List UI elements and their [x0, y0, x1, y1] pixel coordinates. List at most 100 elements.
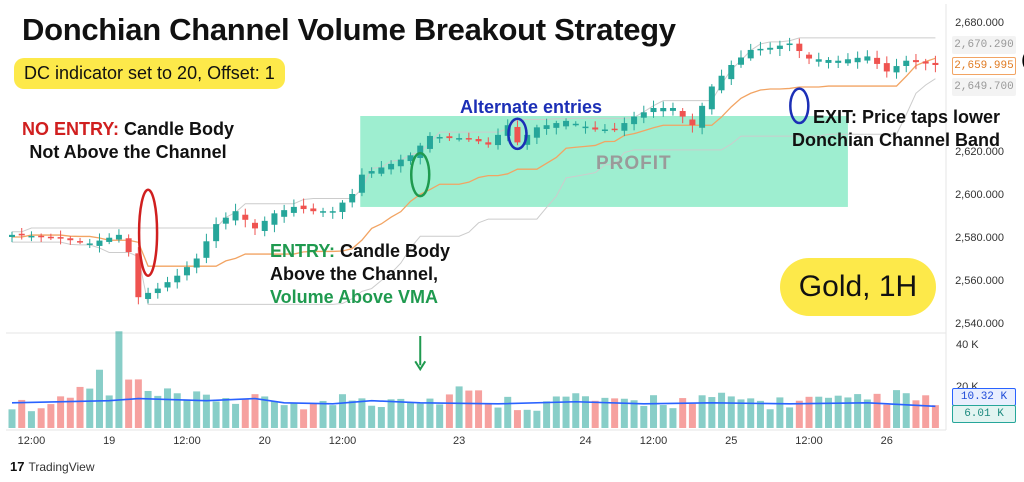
price-tick-label: 2,560.000 [955, 275, 1004, 287]
volume-bar [494, 407, 502, 428]
candle-body [135, 253, 142, 298]
candle-body [222, 217, 229, 224]
price-tick-label: 2,620.000 [955, 146, 1004, 158]
channel-lower-tag: 2,649.700 [952, 78, 1016, 96]
candle-body [932, 62, 939, 65]
price-tick-label: 2,600.000 [955, 189, 1004, 201]
candle-body [47, 236, 54, 239]
candle-body [397, 159, 404, 167]
volume-bar [815, 396, 823, 428]
volume-bar [47, 404, 55, 428]
volume-bar [368, 405, 376, 428]
candle-body [77, 241, 84, 243]
time-tick-label: 12:00 [795, 435, 823, 447]
volume-bar [426, 398, 434, 428]
no-entry-label: NO ENTRY: [22, 119, 119, 139]
candle-body [495, 134, 501, 146]
candle-body [835, 60, 842, 63]
candle-body [708, 86, 715, 110]
candle-body [18, 233, 25, 236]
volume-bar [115, 331, 123, 428]
donchian-basis-line [12, 57, 936, 267]
candle-body [475, 139, 482, 142]
volume-bar [572, 393, 580, 428]
volume-bar [232, 403, 240, 428]
time-tick-label: 12:00 [18, 435, 46, 447]
volume-bar [679, 398, 687, 428]
candle-body [533, 127, 540, 138]
volume-bar [552, 396, 560, 428]
candle-body [125, 238, 132, 253]
vma-value-tag: 10.32 K [952, 388, 1016, 406]
volume-bar [533, 410, 541, 428]
volume-bar [18, 399, 26, 428]
candle-body [203, 241, 210, 258]
candle-body [864, 56, 871, 61]
volume-bar [329, 405, 337, 428]
volume-bar [86, 388, 94, 428]
volume-bar [397, 398, 405, 428]
candle-body [786, 43, 793, 46]
volume-bar [650, 395, 658, 428]
candle-body [232, 211, 239, 221]
candle-body [213, 224, 220, 242]
volume-bar [251, 394, 259, 428]
time-tick-label: 23 [453, 435, 465, 447]
candle-body [563, 120, 570, 127]
candle-body [699, 105, 706, 128]
candle-body [592, 127, 599, 130]
volume-value-tag: 6.01 K [952, 405, 1016, 423]
candle-body [456, 138, 463, 140]
candle-body [844, 59, 851, 64]
volume-bar [844, 397, 852, 428]
candle-body [368, 171, 375, 174]
donchian-lower-band [12, 78, 936, 305]
volume-bar [407, 402, 415, 428]
volume-bar [280, 405, 288, 428]
price-tick-label: 2,680.000 [955, 17, 1004, 29]
volume-moving-average-line [11, 397, 936, 408]
candle-body [640, 112, 647, 118]
time-tick-label: 12:00 [329, 435, 357, 447]
volume-bar [737, 399, 745, 428]
candle-body [601, 129, 608, 131]
candle-body [86, 243, 93, 245]
candle-body [718, 75, 725, 91]
volume-bar [8, 409, 16, 428]
price-tick-label: 2,540.000 [955, 318, 1004, 330]
time-tick-label: 19 [103, 435, 115, 447]
time-tick-label: 25 [725, 435, 737, 447]
volume-bar [484, 404, 492, 428]
candle-body [388, 163, 395, 170]
candle-body [922, 61, 929, 64]
volume-tick-label: 40 K [956, 339, 979, 351]
volume-bar [688, 403, 696, 428]
candle-body [689, 119, 696, 126]
asset-timeframe-label: Gold, 1H [780, 258, 936, 316]
volume-bar [445, 394, 453, 428]
candle-body [728, 65, 735, 80]
candle-body [854, 57, 861, 63]
candle-body [9, 234, 15, 237]
candle-body [407, 155, 414, 162]
exit-note: EXIT: Price taps lower Donchian Channel … [792, 106, 1000, 152]
volume-bar [300, 409, 308, 428]
alt-entry-1-marker [507, 117, 528, 151]
candle-body [339, 202, 346, 212]
volume-bar [562, 396, 570, 428]
entry-text-2: Above the Channel, [270, 264, 439, 284]
candle-body [106, 237, 113, 242]
volume-bar [523, 409, 531, 428]
entry-text: Candle Body [335, 241, 451, 261]
candle-body [183, 267, 190, 276]
candle-body [320, 211, 327, 213]
volume-bar [863, 399, 871, 428]
volume-bar [756, 400, 764, 428]
tradingview-watermark: 17 TradingView [10, 459, 95, 474]
volume-bar [698, 395, 706, 428]
candle-body [524, 134, 531, 145]
tradingview-wordmark: TradingView [28, 459, 95, 474]
candle-body [290, 206, 297, 213]
last-price-tag: 2,659.995 [952, 57, 1016, 75]
